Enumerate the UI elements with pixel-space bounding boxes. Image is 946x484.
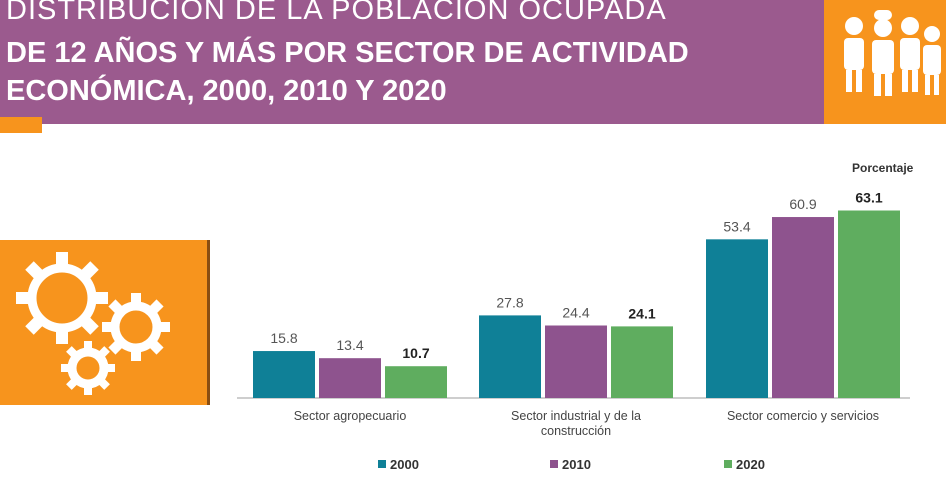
data-label-2020-1: 24.1 <box>628 305 655 321</box>
title-banner: DISTRIBUCIÓN DE LA POBLACIÓN OCUPADA DE … <box>0 0 824 124</box>
bar-2010-0 <box>319 358 381 398</box>
legend-swatch-2000 <box>378 460 386 468</box>
title-line-1: DISTRIBUCIÓN DE LA POBLACIÓN OCUPADA <box>6 0 667 26</box>
data-label-2010-2: 60.9 <box>789 196 816 212</box>
category-label-2: Sector comercio y servicios <box>727 409 879 423</box>
orange-accent-tab <box>0 117 42 133</box>
legend-swatch-2020 <box>724 460 732 468</box>
data-label-2010-0: 13.4 <box>336 337 363 353</box>
title-line-2: DE 12 AÑOS Y MÁS POR SECTOR DE ACTIVIDAD <box>6 37 689 69</box>
legend-swatch-2010 <box>550 460 558 468</box>
data-label-2020-0: 10.7 <box>402 345 429 361</box>
unit-label: Porcentaje <box>852 161 914 175</box>
data-label-2010-1: 24.4 <box>562 304 589 320</box>
legend-label-2010: 2010 <box>562 457 591 472</box>
data-label-2020-2: 63.1 <box>855 190 882 206</box>
data-label-2000-1: 27.8 <box>496 294 523 310</box>
gears-icon <box>0 240 210 405</box>
title-line-3: ECONÓMICA, 2000, 2010 Y 2020 <box>6 75 447 107</box>
category-label-1-line-1: construcción <box>541 424 611 438</box>
bar-2010-2 <box>772 217 834 398</box>
category-label-1: Sector industrial y de la <box>511 409 641 423</box>
people-occupations-icon <box>824 0 946 124</box>
data-label-2000-0: 15.8 <box>270 330 297 346</box>
legend-label-2020: 2020 <box>736 457 765 472</box>
bar-2000-0 <box>253 351 315 398</box>
bar-2010-1 <box>545 325 607 398</box>
data-label-2000-2: 53.4 <box>723 218 750 234</box>
bar-2020-2 <box>838 210 900 398</box>
bar-2020-0 <box>385 366 447 398</box>
category-label-0: Sector agropecuario <box>294 409 407 423</box>
legend-label-2000: 2000 <box>390 457 419 472</box>
bar-2000-1 <box>479 315 541 398</box>
bar-2000-2 <box>706 239 768 398</box>
bar-2020-1 <box>611 326 673 398</box>
